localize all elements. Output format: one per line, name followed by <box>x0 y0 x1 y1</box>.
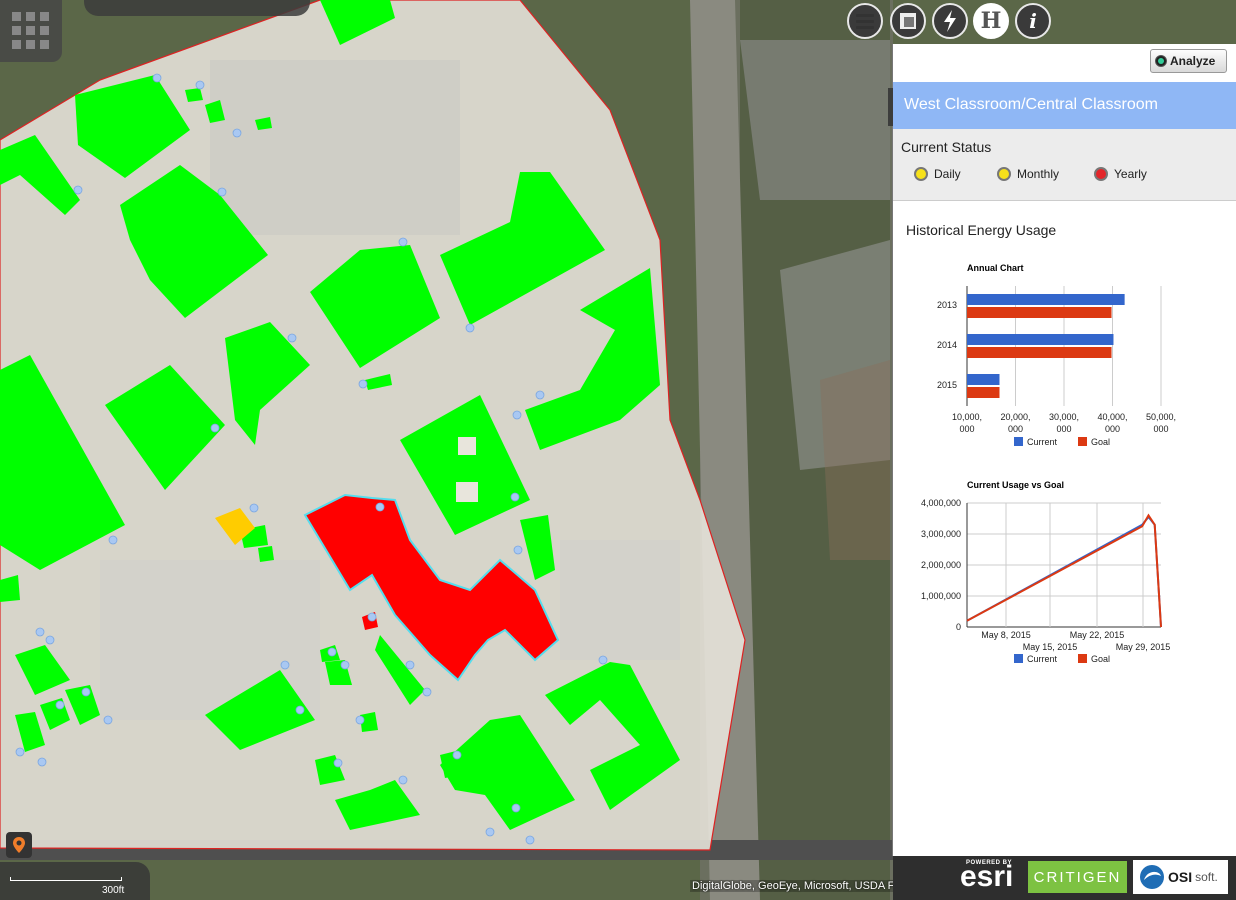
osisoft-logo: OSI soft. <box>1133 860 1228 894</box>
list-icon <box>856 14 874 29</box>
status-option-label: Monthly <box>1017 167 1060 181</box>
map-tools-bar[interactable] <box>84 0 310 16</box>
sensor-markers <box>15 73 608 845</box>
status-dot-daily <box>914 167 928 181</box>
analyze-label: Analyze <box>1170 54 1216 68</box>
scale-label: 300ft <box>102 885 125 896</box>
osisoft-text-sub: soft. <box>1195 870 1218 884</box>
grid-icon <box>12 12 49 49</box>
energy-button[interactable] <box>932 3 968 39</box>
panel-title: Historical Data <box>898 54 1003 71</box>
section-title: Historical Energy Usage <box>906 222 1057 238</box>
layers-button[interactable] <box>890 3 926 39</box>
status-option-label: Daily <box>934 167 961 181</box>
critigen-logo: CRITIGEN <box>1028 861 1127 893</box>
status-dot-yearly <box>1094 167 1108 181</box>
app-grid-button[interactable] <box>0 0 62 62</box>
layers-icon <box>900 13 916 29</box>
status-option-monthly[interactable]: Monthly <box>997 167 1059 181</box>
analyze-icon <box>1155 55 1167 67</box>
info-button[interactable]: i <box>1015 3 1051 39</box>
osisoft-text-main: OSI <box>1168 869 1193 885</box>
h-icon: H <box>980 8 1002 34</box>
scale-line <box>10 877 122 881</box>
building-group[interactable] <box>0 0 680 830</box>
locate-button[interactable] <box>6 832 32 858</box>
info-icon: i <box>1029 9 1037 33</box>
building-warning[interactable] <box>215 508 255 545</box>
esri-text: esri <box>960 860 1014 893</box>
map-pin-icon <box>13 837 25 853</box>
status-option-label: Yearly <box>1114 167 1147 181</box>
menu-button[interactable] <box>847 3 883 39</box>
current-status-box: Current Status Daily Monthly Yearly <box>893 129 1236 201</box>
map-attribution: DigitalGlobe, GeoEye, Microsoft, USDA FS… <box>690 880 912 892</box>
esri-logo: POWERED BY esri <box>960 860 1014 893</box>
selected-building-name: West Classroom/Central Classroom <box>893 82 1236 129</box>
building-selected[interactable] <box>303 493 560 682</box>
esri-powered-text: POWERED BY <box>966 860 1013 866</box>
critigen-text: CRITIGEN <box>1033 868 1122 886</box>
analyze-button[interactable]: Analyze <box>1150 49 1227 73</box>
scale-bar <box>0 862 150 900</box>
status-option-daily[interactable]: Daily <box>914 167 961 181</box>
osisoft-swirl-icon <box>1140 865 1164 889</box>
status-option-yearly[interactable]: Yearly <box>1094 167 1147 181</box>
historical-button[interactable]: H <box>973 3 1009 39</box>
status-dot-monthly <box>997 167 1011 181</box>
lightning-icon <box>944 10 956 32</box>
status-label: Current Status <box>901 139 992 155</box>
